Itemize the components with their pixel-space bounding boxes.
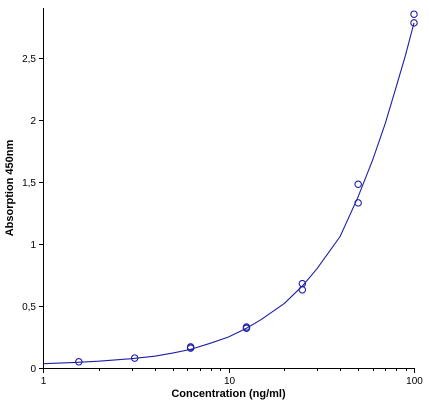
- y-axis-title: Absorption 450nm: [4, 140, 16, 237]
- plot-area: [42, 10, 418, 366]
- y-tick-label: 2: [30, 116, 36, 127]
- data-point: [186, 343, 195, 351]
- y-tick-label: 0: [30, 364, 36, 375]
- data-points: [75, 10, 418, 366]
- data-point: [298, 286, 307, 294]
- data-point: [298, 279, 307, 288]
- x-axis-ticks: 1 10 100: [41, 368, 423, 387]
- x-tick-label: 1: [41, 376, 47, 387]
- y-tick-label: 1,5: [22, 178, 36, 189]
- fit-curve-line: [42, 22, 415, 365]
- y-tick-label: 1: [30, 240, 36, 251]
- x-tick-label: 100: [406, 376, 423, 387]
- y-tick-label: 0,5: [22, 302, 36, 313]
- data-point: [130, 354, 139, 362]
- data-point: [354, 199, 362, 207]
- data-point: [410, 10, 418, 18]
- y-tick-label: 2,5: [22, 54, 36, 65]
- data-point: [410, 19, 418, 27]
- data-point: [242, 323, 251, 331]
- data-point: [354, 180, 362, 189]
- x-tick-label: 10: [224, 376, 236, 387]
- x-axis-title: Concentration (ng/ml): [171, 388, 286, 400]
- data-point: [75, 358, 83, 366]
- y-axis-ticks: 0 0,5 1 1,5 2 2,5: [22, 54, 43, 375]
